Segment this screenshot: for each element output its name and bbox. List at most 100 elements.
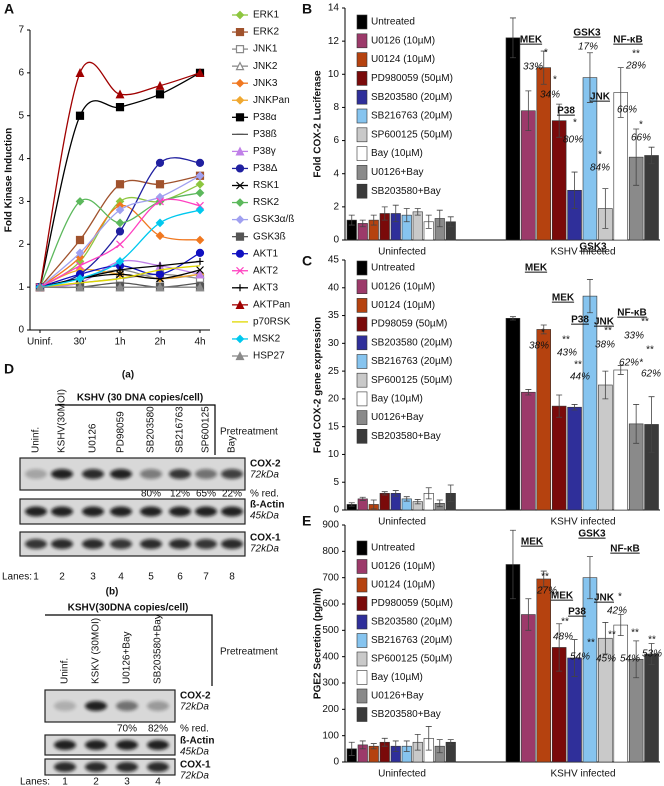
annotation: MEK <box>521 537 544 548</box>
y-tick-label: 8 <box>333 102 339 113</box>
legend-swatch <box>356 14 368 30</box>
annotation: 44% <box>570 372 590 383</box>
legend-swatch <box>356 71 368 86</box>
annotation: 84% <box>590 163 610 174</box>
legend-label: SB203580 (20µM) <box>371 617 452 628</box>
point-marker <box>75 235 85 245</box>
legend-label: JNK2 <box>253 61 278 72</box>
legend-label: SP600125 (50µM) <box>371 129 452 140</box>
legend-label: U0126 (10µM) <box>371 561 435 572</box>
legend-swatch <box>356 372 368 388</box>
legend-label: U0124 (10µM) <box>371 54 435 65</box>
legend-label: SP600125 (50µM) <box>371 654 452 665</box>
legend-label: JNK3 <box>253 78 278 89</box>
y-tick-label: 0 <box>333 235 339 246</box>
panel-label: C <box>302 253 312 269</box>
x-tick-label: 2h <box>154 337 165 348</box>
error-bar <box>447 484 454 503</box>
error-bar <box>602 622 609 655</box>
point-marker <box>75 274 85 283</box>
legend-swatch <box>356 89 368 105</box>
legend-marker <box>236 181 244 190</box>
annotation: 17% <box>578 42 598 53</box>
lane-number: 2 <box>59 572 65 583</box>
legend-label: AKT3 <box>253 282 278 293</box>
lane-number: 4 <box>155 777 161 786</box>
error-bar <box>525 90 532 132</box>
legend-label: SB216763 (20µM) <box>371 111 452 122</box>
blot-band <box>51 539 73 549</box>
point-marker <box>115 103 125 112</box>
blot-band <box>147 762 169 772</box>
legend-label: P38Δ <box>253 163 278 174</box>
blot-header: KSHV(30DNA copies/cell) <box>68 603 189 614</box>
y-tick-label: 900 <box>322 520 339 531</box>
legend-label: U0126+Bay <box>371 691 424 702</box>
point-marker <box>155 80 165 90</box>
y-tick-label: 40 <box>328 282 340 293</box>
point-marker <box>196 257 204 265</box>
error-bar <box>617 67 624 118</box>
blot-band <box>140 539 162 549</box>
y-tick-label: 0 <box>333 505 339 516</box>
legend-swatch <box>356 298 368 313</box>
error-bar <box>359 740 366 750</box>
annotation: * <box>598 150 602 161</box>
error-bar <box>348 502 355 507</box>
protein-label: COX-2 <box>180 691 211 702</box>
lane-number: 2 <box>93 777 99 786</box>
blot-band <box>110 469 132 479</box>
legend-label: U0124 (10µM) <box>371 300 435 311</box>
bar <box>536 329 551 511</box>
legend-label: Bay (10µM) <box>371 672 423 683</box>
error-bar <box>436 499 443 508</box>
annotation: NF-κB <box>610 544 639 555</box>
legend-label: Untreated <box>371 543 415 554</box>
annotation: JNK <box>590 92 611 103</box>
annotation: 54% <box>570 652 590 663</box>
error-bar <box>370 743 377 750</box>
error-bar <box>348 741 355 756</box>
y-tick-label: 5 <box>333 477 339 488</box>
annotation: MEK <box>551 591 574 602</box>
error-bar <box>648 396 655 453</box>
blot-band <box>54 740 76 750</box>
error-bar <box>425 214 432 229</box>
lanes-label: Lanes: <box>20 777 50 786</box>
y-tick-label: 12 <box>328 36 340 47</box>
point-marker <box>195 248 205 257</box>
y-tick-label: 1 <box>18 282 24 293</box>
error-bar <box>436 739 443 754</box>
annotation: ** <box>562 335 570 346</box>
panel-label: B <box>302 1 312 17</box>
annotation: 80% <box>563 135 583 146</box>
point-marker <box>195 269 205 279</box>
y-tick-label: 6 <box>18 67 24 78</box>
protein-label: ß-Actin <box>180 736 214 747</box>
point-marker <box>75 197 85 206</box>
error-bar <box>370 214 377 226</box>
legend-swatch <box>356 428 368 444</box>
legend-swatch <box>356 633 368 648</box>
blot-band <box>140 506 162 517</box>
legend-label: AKTPan <box>253 299 290 310</box>
y-tick-label: 400 <box>322 651 339 662</box>
error-bar <box>617 365 624 375</box>
legend-marker <box>236 266 244 275</box>
x-tick-label: KSHV infected <box>550 769 615 780</box>
legend-swatch <box>356 651 368 667</box>
part-label: (a) <box>122 370 134 381</box>
legend-label: ERK1 <box>253 10 280 21</box>
y-tick-label: 5 <box>18 110 24 121</box>
legend-label: Untreated <box>371 263 415 274</box>
bar <box>521 614 536 763</box>
point-marker <box>75 68 85 77</box>
annotation: 38% <box>595 340 615 351</box>
point-marker <box>116 240 124 249</box>
x-tick-label: 30' <box>73 337 86 348</box>
bar <box>582 295 598 511</box>
treatment-label: Pretreatment <box>220 647 278 658</box>
point-marker <box>155 180 165 189</box>
x-tick-label: KSHV infected <box>550 247 615 258</box>
